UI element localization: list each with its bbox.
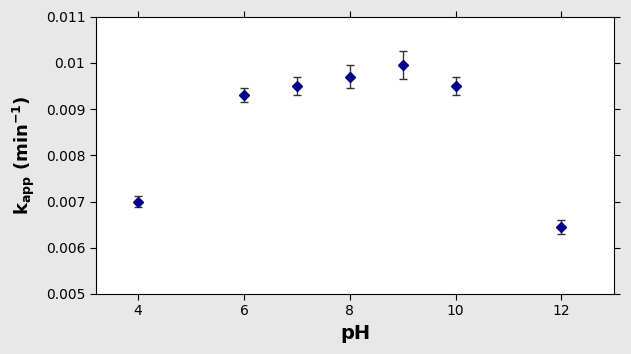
Y-axis label: $\mathbf{k_{app}}\ \mathbf{(min^{-1})}$: $\mathbf{k_{app}}\ \mathbf{(min^{-1})}$ — [11, 96, 37, 215]
X-axis label: pH: pH — [340, 324, 370, 343]
